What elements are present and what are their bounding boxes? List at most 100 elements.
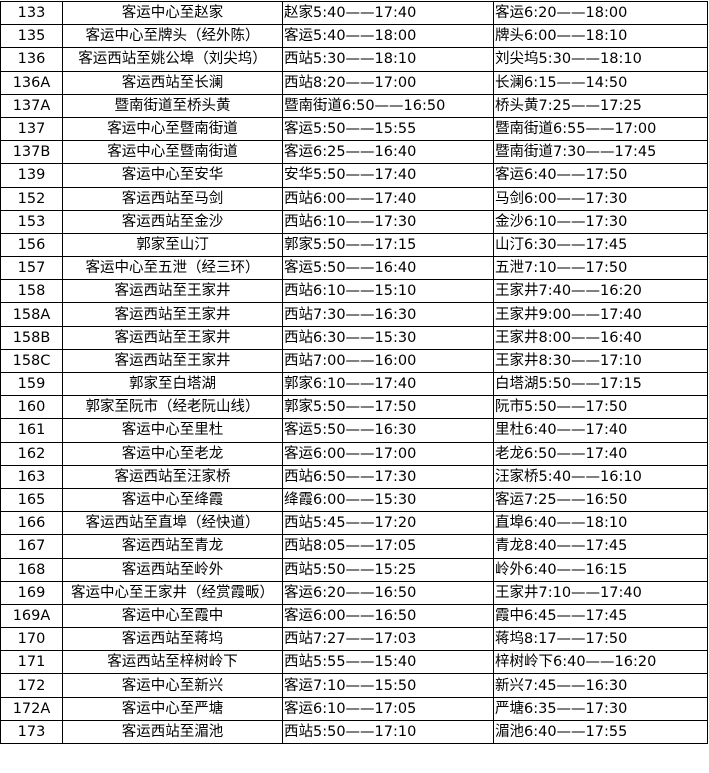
route-name-cell: 客运中心至严塘	[62, 696, 283, 721]
return-departure-cell: 王家井7:10——17:40	[493, 580, 708, 605]
first-departure-cell: 西站7:30——16:30	[282, 302, 494, 327]
first-departure-cell: 西站6:50——17:30	[282, 464, 494, 489]
route-number-cell: 137B	[0, 140, 63, 165]
route-name-cell: 客运西站至王家井	[62, 348, 283, 374]
first-departure-cell: 西站8:20——17:00	[282, 70, 494, 95]
route-name-cell: 郭家至山汀	[62, 232, 283, 258]
table-row: 137 客运中心至暨南街道 客运5:50——15:55 暨南街道6:55——17:00	[0, 116, 708, 142]
route-name-cell: 客运中心至暨南街道	[62, 116, 283, 142]
route-name-cell: 客运中心至霞中	[62, 603, 283, 629]
table-row: 133 客运中心至赵家 赵家5:40——17:40 客运6:20——18:00	[0, 0, 708, 26]
first-departure-cell: 客运6:00——16:50	[282, 603, 494, 629]
return-departure-cell: 王家井8:30——17:10	[493, 348, 708, 374]
table-row: 168 客运西站至岭外 西站5:50——15:25 岭外6:40——16:15	[0, 557, 708, 582]
return-departure-cell: 蒋坞8:17——17:50	[493, 627, 708, 652]
route-number-cell: 136	[0, 47, 63, 72]
return-departure-cell: 湄池6:40——17:55	[493, 719, 708, 745]
first-departure-cell: 客运5:40——18:00	[282, 24, 494, 49]
route-number-cell: 170	[0, 627, 63, 652]
first-departure-cell: 西站8:05——17:05	[282, 534, 494, 559]
table-row: 152 客运西站至马剑 西站6:00——17:40 马剑6:00——17:30	[0, 186, 708, 211]
route-name-cell: 客运西站至湄池	[62, 719, 283, 745]
return-departure-cell: 直埠6:40——18:10	[493, 511, 708, 536]
route-name-cell: 客运西站至岭外	[62, 557, 283, 582]
first-departure-cell: 暨南街道6:50——16:50	[282, 93, 494, 118]
first-departure-cell: 西站6:30——15:30	[282, 325, 494, 350]
route-name-cell: 暨南街道至桥头黄	[62, 93, 283, 118]
first-departure-cell: 客运6:25——16:40	[282, 140, 494, 165]
table-row: 163 客运西站至汪家桥 西站6:50——17:30 汪家桥5:40——16:10	[0, 464, 708, 489]
return-departure-cell: 客运7:25——16:50	[493, 487, 708, 513]
table-row: 156 郭家至山汀 郭家5:50——17:15 山汀6:30——17:45	[0, 232, 708, 258]
first-departure-cell: 绛霞6:00——15:30	[282, 487, 494, 513]
first-departure-cell: 西站6:10——17:30	[282, 209, 494, 234]
table-row: 172A 客运中心至严塘 客运6:10——17:05 严塘6:35——17:30	[0, 696, 708, 721]
return-departure-cell: 王家井8:00——16:40	[493, 325, 708, 350]
return-departure-cell: 暨南街道7:30——17:45	[493, 140, 708, 165]
route-name-cell: 客运中心至老龙	[62, 441, 283, 466]
return-departure-cell: 牌头6:00——18:10	[493, 24, 708, 49]
first-departure-cell: 西站5:50——17:10	[282, 719, 494, 745]
return-departure-cell: 长澜6:15——14:50	[493, 70, 708, 95]
first-departure-cell: 西站7:00——16:00	[282, 348, 494, 374]
table-row: 136 客运西站至姚公埠（刘尖坞） 西站5:30——18:10 刘尖坞5:30——18…	[0, 47, 708, 72]
return-departure-cell: 王家井7:40——16:20	[493, 279, 708, 304]
route-number-cell: 173	[0, 719, 63, 745]
first-departure-cell: 赵家5:40——17:40	[282, 0, 494, 26]
bus-schedule-table: 133 客运中心至赵家 赵家5:40——17:40 客运6:20——18:00 135 客…	[0, 0, 708, 745]
first-departure-cell: 客运7:10——15:50	[282, 673, 494, 698]
return-departure-cell: 白塔湖5:50——17:15	[493, 371, 708, 397]
first-departure-cell: 客运6:00——17:00	[282, 441, 494, 466]
route-number-cell: 162	[0, 441, 63, 466]
route-number-cell: 158B	[0, 325, 63, 350]
first-departure-cell: 客运5:50——15:55	[282, 116, 494, 142]
route-name-cell: 郭家至阮市（经老阮山线）	[62, 395, 283, 420]
route-number-cell: 137	[0, 116, 63, 142]
route-number-cell: 161	[0, 418, 63, 443]
route-number-cell: 152	[0, 186, 63, 211]
route-name-cell: 郭家至白塔湖	[62, 371, 283, 397]
route-name-cell: 客运西站至长澜	[62, 70, 283, 95]
route-name-cell: 客运中心至王家井（经赏霞畈）	[62, 580, 283, 605]
first-departure-cell: 安华5:50——17:40	[282, 163, 494, 188]
route-name-cell: 客运中心至牌头（经外陈）	[62, 24, 283, 49]
return-departure-cell: 青龙8:40——17:45	[493, 534, 708, 559]
table-row: 139 客运中心至安华 安华5:50——17:40 客运6:40——17:50	[0, 163, 708, 188]
first-departure-cell: 郭家6:10——17:40	[282, 371, 494, 397]
route-number-cell: 136A	[0, 70, 63, 95]
table-row: 162 客运中心至老龙 客运6:00——17:00 老龙6:50——17:40	[0, 441, 708, 466]
route-name-cell: 客运中心至安华	[62, 163, 283, 188]
route-number-cell: 171	[0, 650, 63, 675]
route-number-cell: 168	[0, 557, 63, 582]
table-row: 171 客运西站至梓树岭下 西站5:55——15:40 梓树岭下6:40——16:20	[0, 650, 708, 675]
return-departure-cell: 严塘6:35——17:30	[493, 696, 708, 721]
route-number-cell: 167	[0, 534, 63, 559]
route-number-cell: 172	[0, 673, 63, 698]
first-departure-cell: 郭家5:50——17:15	[282, 232, 494, 258]
route-name-cell: 客运西站至青龙	[62, 534, 283, 559]
route-number-cell: 158	[0, 279, 63, 304]
table-row: 153 客运西站至金沙 西站6:10——17:30 金沙6:10——17:30	[0, 209, 708, 234]
table-row: 158C 客运西站至王家井 西站7:00——16:00 王家井8:30——17:10	[0, 348, 708, 374]
route-name-cell: 客运西站至金沙	[62, 209, 283, 234]
first-departure-cell: 西站5:55——15:40	[282, 650, 494, 675]
return-departure-cell: 老龙6:50——17:40	[493, 441, 708, 466]
first-departure-cell: 西站6:10——15:10	[282, 279, 494, 304]
first-departure-cell: 客运5:50——16:40	[282, 256, 494, 281]
table-row: 172 客运中心至新兴 客运7:10——15:50 新兴7:45——16:30	[0, 673, 708, 698]
table-row: 157 客运中心至五泄（经三环） 客运5:50——16:40 五泄7:10——17:5…	[0, 256, 708, 281]
route-name-cell: 客运西站至王家井	[62, 279, 283, 304]
table-row: 173 客运西站至湄池 西站5:50——17:10 湄池6:40——17:55	[0, 719, 708, 745]
table-row: 165 客运中心至绛霞 绛霞6:00——15:30 客运7:25——16:50	[0, 487, 708, 513]
route-number-cell: 137A	[0, 93, 63, 118]
route-number-cell: 169	[0, 580, 63, 605]
return-departure-cell: 刘尖坞5:30——18:10	[493, 47, 708, 72]
return-departure-cell: 桥头黄7:25——17:25	[493, 93, 708, 118]
route-number-cell: 135	[0, 24, 63, 49]
return-departure-cell: 霞中6:45——17:45	[493, 603, 708, 629]
return-departure-cell: 山汀6:30——17:45	[493, 232, 708, 258]
first-departure-cell: 郭家5:50——17:50	[282, 395, 494, 420]
return-departure-cell: 里杜6:40——17:40	[493, 418, 708, 443]
route-name-cell: 客运西站至蒋坞	[62, 627, 283, 652]
route-number-cell: 163	[0, 464, 63, 489]
